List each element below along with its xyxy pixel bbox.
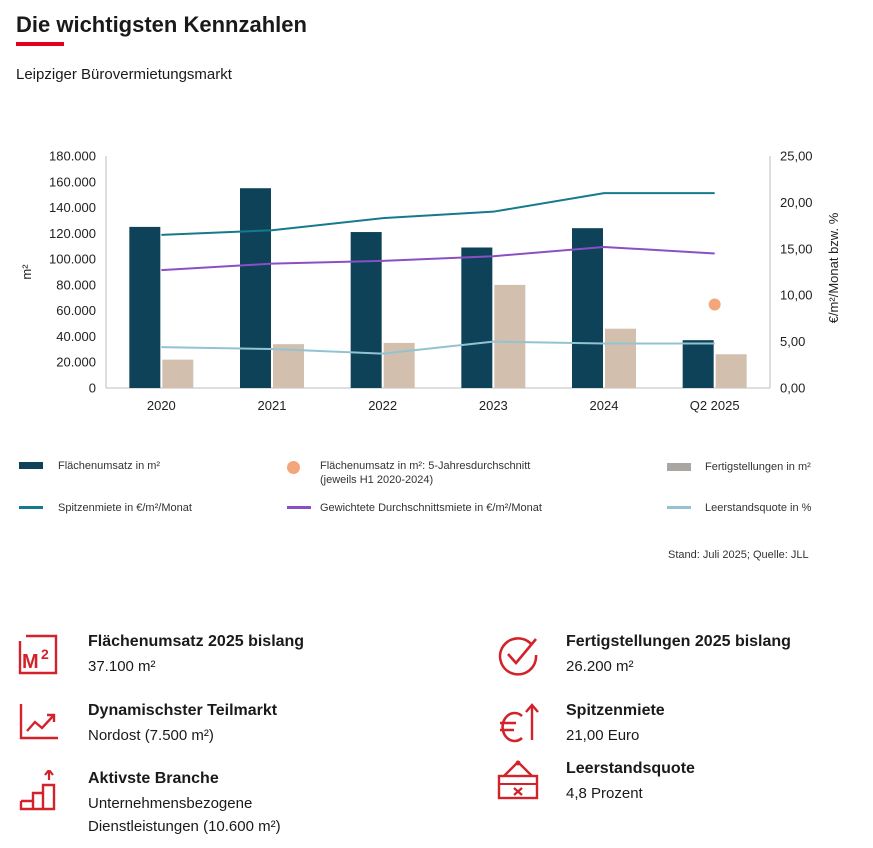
kpi-value-line: Unternehmensbezogene	[88, 795, 253, 812]
kpi-value-line: Dienstleistungen (10.600 m²)	[88, 818, 281, 835]
legend-swatch-spitzenmiete	[19, 506, 43, 509]
steps-up-icon	[19, 770, 56, 811]
legend-swatch-five-year-average	[287, 461, 300, 474]
kpi-value: Nordost (7.500 m²)	[88, 727, 214, 744]
left-axis-label: m²	[19, 264, 34, 280]
left-tick-label: 40.000	[56, 329, 96, 344]
page-title: Die wichtigsten Kennzahlen	[16, 12, 307, 37]
legend-swatch-flaechenumsatz	[19, 462, 43, 469]
m2-icon: M 2	[18, 634, 58, 675]
bar-flaechenumsatz	[129, 226, 161, 388]
svg-text:M: M	[22, 651, 39, 673]
right-tick-label: 15,00	[780, 241, 813, 256]
line-spitzenmiete	[161, 192, 715, 236]
left-tick-label: 20.000	[56, 355, 96, 370]
bar-fertigstellungen	[162, 359, 194, 388]
kpi-value: 21,00 Euro	[566, 727, 640, 744]
legend-swatch-leerstandsquote	[667, 506, 691, 509]
category-label: Q2 2025	[690, 398, 740, 413]
legend-label-spitzenmiete: Spitzenmiete in €/m²/Monat	[58, 502, 192, 514]
legend-line-five-year-average-note: (jeweils H1 2020-2024)	[320, 474, 434, 486]
left-tick-label: 120.000	[49, 226, 96, 241]
line-leerstandsquote	[161, 340, 715, 355]
right-tick-label: 5,00	[780, 334, 805, 349]
kpi-value: 4,8 Prozent	[566, 785, 643, 802]
euro-up-icon	[500, 703, 539, 743]
left-tick-label: 140.000	[49, 200, 96, 215]
left-tick-label: 80.000	[56, 277, 96, 292]
title-accent-bar	[16, 42, 64, 46]
bar-fertigstellungen	[715, 354, 747, 388]
kpi-label: Flächenumsatz 2025 bislang	[88, 633, 305, 650]
line-durchschnittsmiete	[161, 245, 715, 272]
bar-flaechenumsatz	[350, 232, 382, 388]
legend-swatch-durchschnittsmiete	[287, 506, 311, 509]
office-market-chart: 0 20.000 40.000 60.000 80.000 100.000 120.000 1…	[19, 149, 841, 414]
legend-label-durchschnittsmiete: Gewichtete Durchschnittsmiete in €/m²/Mo…	[320, 502, 542, 514]
left-tick-label: 60.000	[56, 303, 96, 318]
legend-label-five-year-average: Flächenumsatz in m²: 5-Jahresdurchschnit…	[320, 459, 530, 487]
category-label: 2024	[590, 398, 619, 413]
legend-swatch-fertigstellungen	[667, 463, 691, 471]
svg-text:2: 2	[41, 646, 49, 662]
left-tick-label: 100.000	[49, 252, 96, 267]
category-label: 2021	[258, 398, 287, 413]
page-subtitle: Leipziger Bürovermietungsmarkt	[16, 66, 232, 83]
bar-flaechenumsatz	[682, 340, 714, 388]
legend-label-fertigstellungen: Fertigstellungen in m²	[705, 461, 811, 473]
bar-flaechenumsatz	[240, 188, 271, 388]
kpi-value: 26.200 m²	[566, 658, 634, 675]
kpi-value: 37.100 m²	[88, 658, 156, 675]
source-note: Stand: Juli 2025; Quelle: JLL	[668, 549, 809, 561]
kpi-label: Aktivste Branche	[88, 770, 219, 787]
bar-fertigstellungen	[494, 284, 526, 388]
category-label: 2023	[479, 398, 508, 413]
bar-fertigstellungen	[273, 344, 304, 388]
bar-flaechenumsatz	[461, 247, 493, 388]
right-tick-label: 25,00	[780, 149, 813, 164]
vacancy-sign-icon	[497, 760, 539, 800]
kpi-label: Leerstandsquote	[566, 760, 695, 777]
category-label: 2022	[368, 398, 397, 413]
bar-fertigstellungen	[383, 342, 415, 388]
legend-line-five-year-average: Flächenumsatz in m²: 5-Jahresdurchschnit…	[320, 460, 531, 472]
left-tick-label: 0	[89, 381, 96, 396]
right-tick-label: 0,00	[780, 381, 805, 396]
kpi-value: Unternehmensbezogene Dienstleistungen (1…	[88, 792, 348, 838]
left-tick-label: 180.000	[49, 149, 96, 164]
category-label: 2020	[147, 398, 176, 413]
right-axis-label: €/m²/Monat bzw. %	[826, 212, 841, 323]
trend-chart-icon	[19, 704, 58, 740]
legend-label-leerstandsquote: Leerstandsquote in %	[705, 502, 812, 514]
kpi-label: Spitzenmiete	[566, 702, 665, 719]
check-circle-icon	[498, 637, 538, 676]
legend-label-flaechenumsatz: Flächenumsatz in m²	[58, 460, 161, 472]
right-tick-label: 10,00	[780, 288, 813, 303]
kpi-label: Fertigstellungen 2025 bislang	[566, 633, 791, 650]
right-tick-label: 20,00	[780, 195, 813, 210]
kpi-label: Dynamischster Teilmarkt	[88, 702, 278, 719]
bar-fertigstellungen	[605, 328, 636, 388]
left-tick-label: 160.000	[49, 174, 96, 189]
bar-flaechenumsatz	[572, 228, 603, 388]
point-five-year-average	[708, 298, 721, 311]
